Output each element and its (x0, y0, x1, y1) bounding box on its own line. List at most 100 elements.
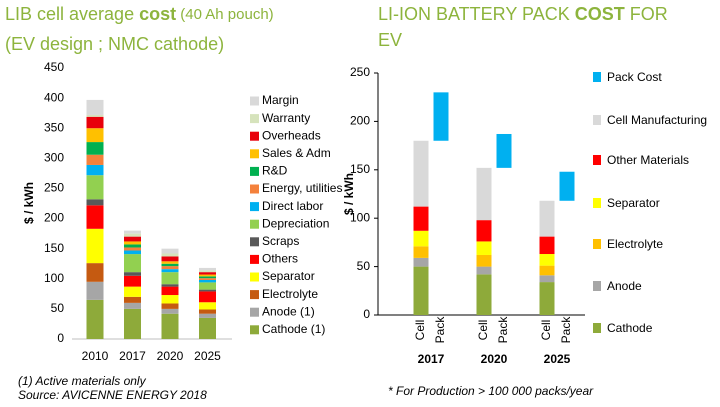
y-tick-label: 400 (44, 90, 64, 104)
y-tick-label: 0 (57, 331, 64, 345)
bar-segment (86, 99, 104, 115)
legend-swatch (250, 272, 259, 282)
legend-swatch (593, 155, 601, 165)
y-tick-label: 100 (350, 210, 370, 224)
bar-segment (161, 248, 179, 254)
bar-segment (86, 228, 104, 264)
bar-segment (86, 114, 104, 117)
bar-segment (413, 266, 429, 315)
bar-segment (161, 272, 179, 285)
bar-segment (124, 275, 141, 287)
y-tick-label: 100 (44, 271, 64, 285)
bar-segment (476, 254, 492, 267)
legend-label: Cathode (607, 321, 653, 335)
legend-label: Direct labor (262, 199, 323, 213)
bar-segment (199, 267, 216, 271)
bar-segment (199, 289, 216, 292)
bar-segment (476, 167, 492, 221)
y-tick-label: 300 (44, 151, 64, 165)
chart-title: LI-ION BATTERY PACK COST FOR (378, 4, 668, 24)
bar-segment (476, 266, 492, 275)
legend-swatch (593, 281, 601, 291)
bar-segment (199, 282, 216, 290)
y-tick-label: 200 (44, 211, 64, 225)
legend-swatch (250, 202, 259, 212)
y-tick-label: 50 (51, 301, 65, 315)
bar-segment (476, 220, 492, 242)
y-tick-label: 450 (44, 60, 64, 74)
legend-label: Anode (607, 279, 642, 293)
bar-segment (161, 308, 179, 314)
bar-segment (539, 282, 555, 315)
bar-segment (124, 241, 141, 245)
bar-segment (86, 299, 104, 339)
legend-label: Warranty (262, 111, 310, 125)
legend-swatch (250, 290, 259, 300)
bar-segment (86, 263, 104, 282)
title-run: COST (575, 4, 625, 24)
bar-segment (199, 272, 216, 275)
bar-segment (199, 278, 216, 280)
y-tick-label: 350 (44, 120, 64, 134)
x-tick-label: Cell (539, 320, 553, 341)
bar-segment (124, 254, 141, 273)
x-tick-label: 2010 (82, 349, 109, 363)
title-run: cost (139, 4, 176, 24)
bar-segment (161, 266, 179, 270)
x-tick-label: 2025 (194, 349, 221, 363)
legend-swatch (250, 184, 259, 194)
y-tick-label: 150 (44, 241, 64, 255)
bar-segment (161, 269, 179, 273)
y-axis-label: $ / kWh (342, 173, 356, 215)
y-tick-label: 200 (350, 114, 370, 128)
chart-title: LIB cell average cost (40 Ah pouch) (5, 4, 274, 24)
legend-label: Separator (607, 196, 660, 210)
legend-swatch (250, 149, 259, 159)
x-tick-label: Pack (496, 316, 510, 344)
x-tick-label: Pack (559, 316, 573, 344)
y-tick-label: 150 (350, 162, 370, 176)
y-tick-label: 250 (350, 65, 370, 79)
bar-segment (86, 175, 104, 200)
footnote: Source: AVICENNE ENERGY 2018 (18, 388, 207, 402)
bar-segment (86, 205, 104, 229)
legend-swatch (250, 325, 259, 335)
bar-segment (199, 274, 216, 277)
bar-segment (124, 244, 141, 248)
legend-label: Electrolyte (607, 237, 664, 251)
legend-label: Other Materials (607, 153, 690, 167)
legend-label: Energy, utilities (262, 181, 342, 195)
legend-swatch (250, 237, 259, 247)
y-tick-label: 0 (363, 307, 370, 321)
title-run: FOR (625, 4, 668, 24)
bar-segment (199, 270, 216, 273)
legend-swatch (593, 239, 601, 249)
legend-label: Others (262, 252, 298, 266)
y-tick-label: 50 (357, 259, 371, 273)
bar-segment (539, 254, 555, 266)
footnote: * For Production > 100 000 packs/year (388, 384, 594, 398)
x-tick-label: Cell (413, 320, 427, 341)
title-run: LIB cell average (5, 4, 139, 24)
x-tick-label: Cell (476, 320, 490, 341)
bar-segment (86, 154, 104, 165)
bar-segment (86, 281, 104, 300)
legend-label: Pack Cost (607, 70, 662, 84)
footnote: (1) Active materials only (18, 374, 147, 388)
bar-segment (86, 164, 104, 176)
legend-swatch (250, 166, 259, 176)
group-label: 2017 (418, 352, 445, 366)
bar-segment (124, 296, 141, 303)
group-label: 2020 (481, 352, 508, 366)
legend-label: Scraps (262, 234, 299, 248)
x-tick-label: Pack (433, 316, 447, 344)
y-axis-label: $ / kWh (22, 182, 36, 224)
bar-segment (161, 295, 179, 304)
legend-label: Margin (262, 93, 299, 107)
group-label: 2025 (544, 352, 571, 366)
bar-segment (161, 263, 179, 267)
bar-segment (161, 284, 179, 287)
bar-segment (476, 241, 492, 255)
bar-segment (199, 313, 216, 318)
